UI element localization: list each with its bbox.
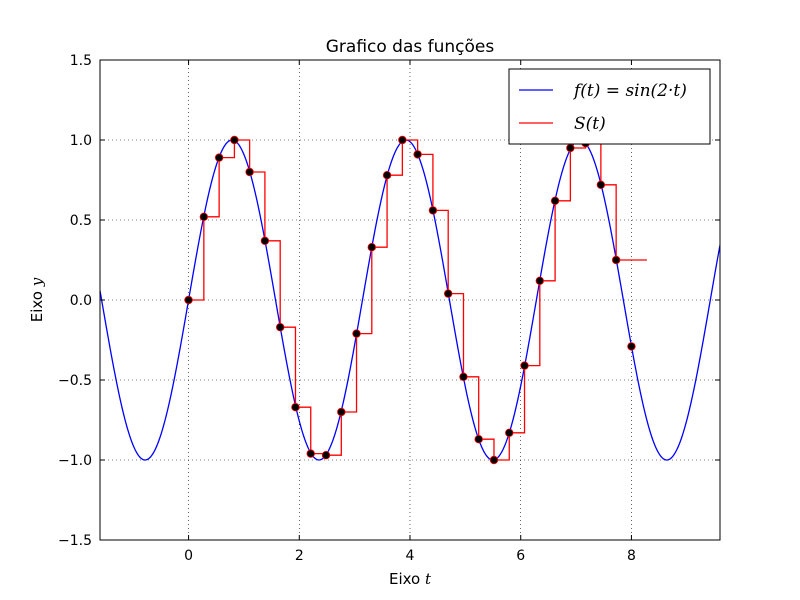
- sample-point: [596, 180, 606, 189]
- tick-layer: 0 2 4 6 8 −1.5 −1.0 −0.5 0.0 0.5 1.0 1.5: [58, 53, 720, 564]
- y-axis-label-prefix: Eixo: [28, 286, 46, 322]
- series-layer: [100, 135, 720, 465]
- sample-point: [184, 295, 193, 305]
- x-axis-label: Eixo t: [389, 570, 432, 588]
- sample-point: [459, 372, 468, 381]
- sample-point: [550, 196, 560, 205]
- y-axis-label-variable: y: [28, 277, 46, 287]
- sample-point: [566, 143, 575, 153]
- sample-point: [321, 451, 331, 460]
- y-tick-label: 0.5: [70, 213, 92, 229]
- sample-point: [245, 167, 254, 177]
- sample-point: [214, 153, 224, 162]
- x-axis-label-variable: t: [425, 570, 432, 588]
- sample-point: [337, 407, 346, 417]
- legend-label-f: f(t) = sin(2·t): [572, 81, 687, 101]
- y-tick-label: −0.5: [58, 373, 92, 389]
- sample-point: [428, 206, 438, 215]
- x-axis-label-prefix: Eixo: [389, 570, 425, 588]
- chart-title: Grafico das funções: [326, 37, 495, 57]
- x-tick-label: 0: [184, 548, 193, 564]
- sample-point: [489, 455, 499, 465]
- x-tick-label: 2: [295, 548, 304, 564]
- sample-point: [260, 236, 270, 245]
- sample-point: [199, 212, 209, 221]
- sample-point: [413, 150, 422, 159]
- sample-point: [520, 361, 529, 370]
- sample-point: [443, 289, 453, 298]
- x-tick-label: 6: [516, 548, 525, 564]
- sample-point: [306, 449, 315, 458]
- x-tick-label: 4: [406, 548, 415, 564]
- sample-point: [474, 435, 483, 444]
- y-axis-label: Eixo y: [28, 277, 46, 322]
- sample-point: [275, 323, 285, 332]
- sample-point: [291, 403, 300, 412]
- legend-box: [508, 68, 711, 145]
- legend: f(t) = sin(2·t) S(t): [508, 68, 711, 145]
- y-tick-label: −1.0: [58, 453, 92, 469]
- y-tick-label: 1.0: [70, 133, 92, 149]
- x-tick-label: 8: [627, 548, 636, 564]
- series-step-s: [188, 139, 647, 461]
- sample-point: [382, 170, 392, 180]
- y-tick-label: 1.5: [70, 53, 92, 69]
- sample-point: [367, 242, 377, 252]
- sample-point: [230, 135, 239, 145]
- sample-point: [505, 428, 514, 437]
- sample-point: [611, 255, 621, 265]
- sample-point: [627, 342, 636, 351]
- sample-point: [535, 276, 545, 285]
- sample-point: [398, 135, 407, 145]
- legend-label-s: S(t): [574, 114, 606, 134]
- sample-point: [352, 329, 361, 338]
- y-tick-label: 0.0: [70, 293, 92, 309]
- y-tick-label: −1.5: [58, 533, 92, 549]
